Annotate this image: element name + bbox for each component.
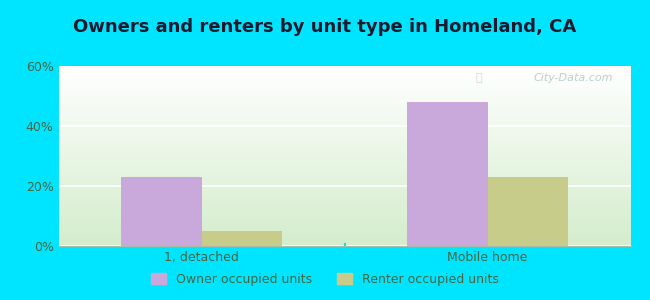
Bar: [122, 177, 202, 246]
Text: City-Data.com: City-Data.com: [534, 73, 614, 83]
Legend: Owner occupied units, Renter occupied units: Owner occupied units, Renter occupied un…: [146, 268, 504, 291]
Bar: [202, 231, 281, 246]
Bar: [408, 102, 488, 246]
Bar: [488, 177, 567, 246]
Text: ⦿: ⦿: [475, 73, 482, 83]
Text: Owners and renters by unit type in Homeland, CA: Owners and renters by unit type in Homel…: [73, 18, 577, 36]
